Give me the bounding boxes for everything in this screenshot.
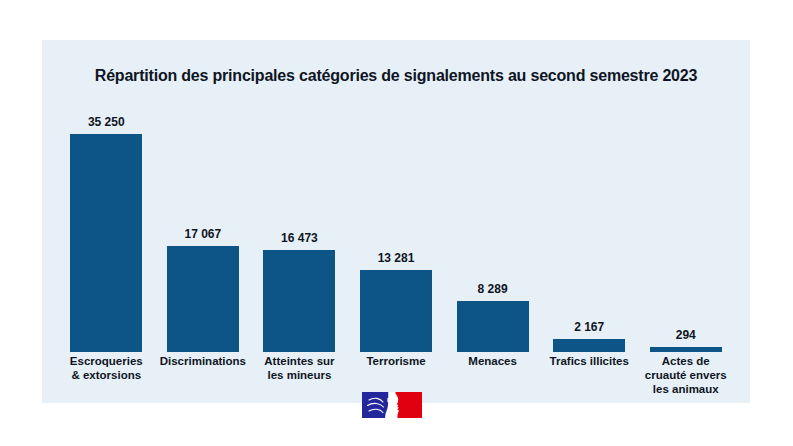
bar-value-label: 17 067 [155, 227, 252, 241]
bar-column: 2 167Trafics illicites [541, 40, 638, 403]
bar [263, 250, 335, 352]
bar-column: 16 473Atteintes surles mineurs [251, 40, 348, 403]
bar-category-label: Actes decruauté enversles animaux [629, 354, 742, 396]
logo-blue-field [362, 392, 389, 418]
bar-value-label: 8 289 [444, 282, 541, 296]
french-republic-marianne-logo [362, 392, 422, 418]
bar [167, 246, 239, 352]
bar-column: 35 250Escroqueries& extorsions [58, 40, 155, 403]
bar-value-label: 294 [637, 328, 734, 342]
bar-value-label: 16 473 [251, 231, 348, 245]
bar-column: 294Actes decruauté enversles animaux [637, 40, 734, 403]
bar [70, 134, 142, 352]
bar-value-label: 2 167 [541, 320, 638, 334]
page: { "panel": { "background": "#e7f0f7", "t… [0, 0, 793, 446]
bar-column: 13 281Terrorisme [348, 40, 445, 403]
logo-red-field [396, 392, 423, 418]
bar-value-label: 35 250 [58, 115, 155, 129]
bar-column: 17 067Discriminations [155, 40, 252, 403]
chart-panel: Répartition des principales catégories d… [42, 40, 750, 403]
bar-columns: 35 250Escroqueries& extorsions17 067Disc… [58, 40, 734, 403]
bar-column: 8 289Menaces [444, 40, 541, 403]
bar [457, 301, 529, 352]
bar-value-label: 13 281 [348, 251, 445, 265]
bar [650, 347, 722, 352]
bar [360, 270, 432, 352]
bar [553, 339, 625, 352]
